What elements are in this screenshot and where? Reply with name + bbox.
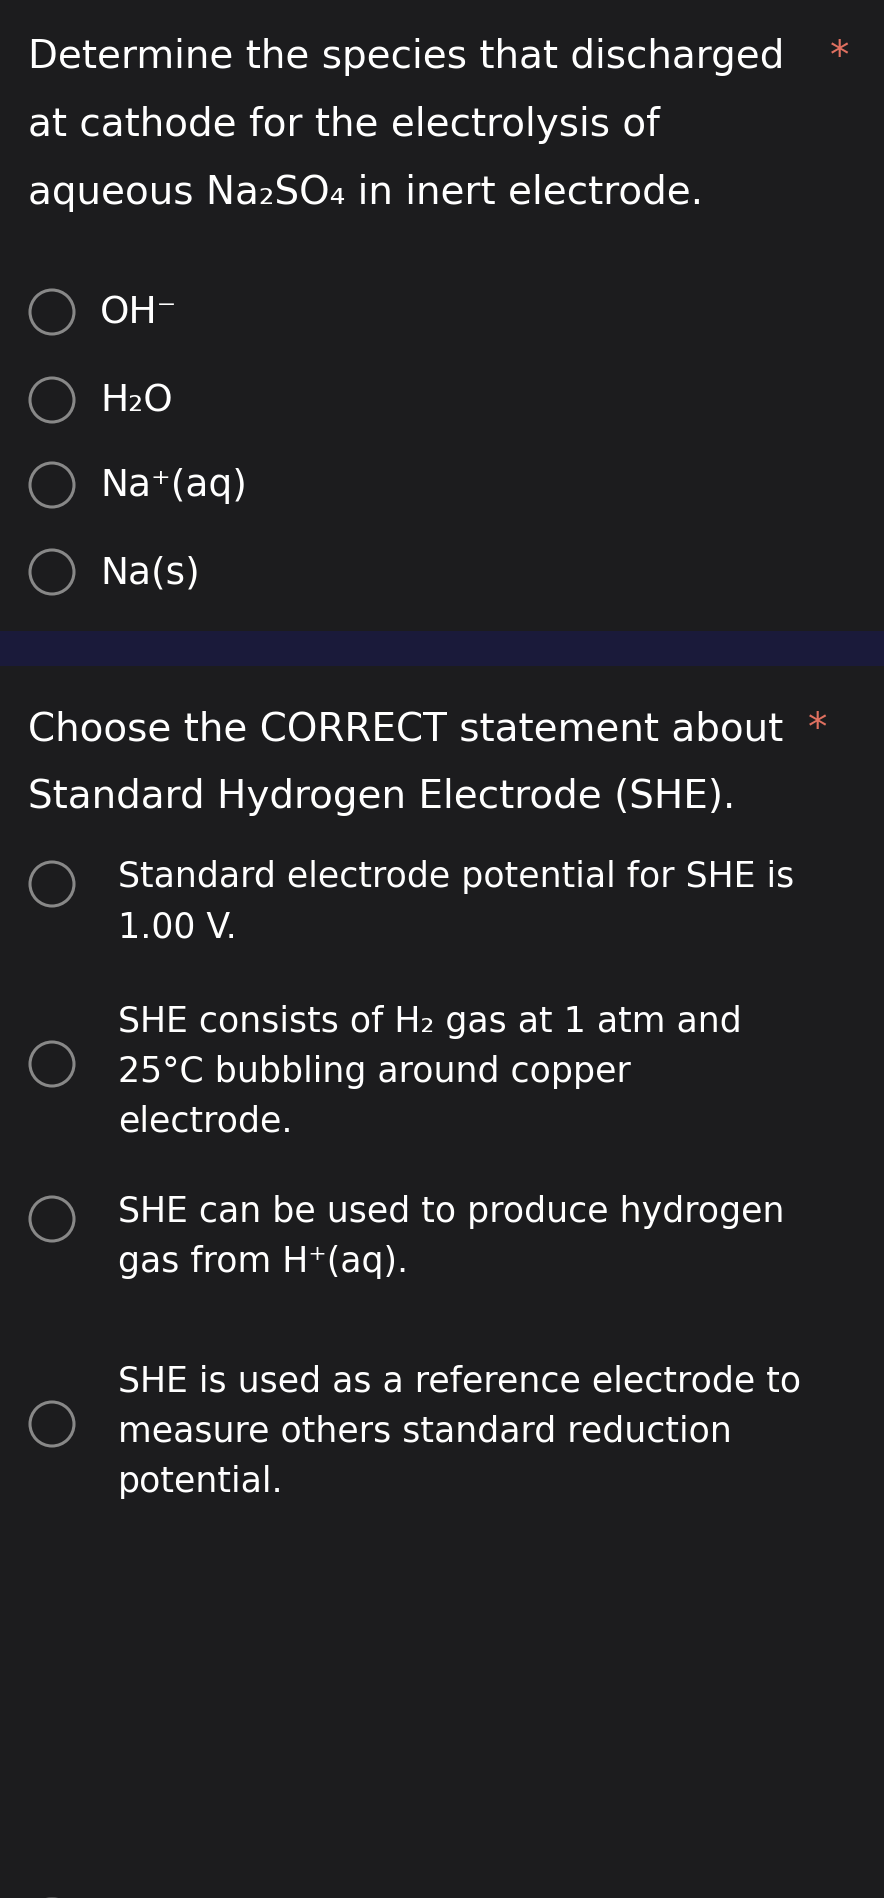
Text: *: * xyxy=(808,710,827,748)
Text: electrode.: electrode. xyxy=(118,1105,293,1139)
Text: *: * xyxy=(830,38,850,76)
Text: aqueous Na₂SO₄ in inert electrode.: aqueous Na₂SO₄ in inert electrode. xyxy=(28,175,703,213)
Text: Na(s): Na(s) xyxy=(100,554,200,590)
Text: 25°C bubbling around copper: 25°C bubbling around copper xyxy=(118,1055,631,1088)
Text: SHE consists of H₂ gas at 1 atm and: SHE consists of H₂ gas at 1 atm and xyxy=(118,1004,742,1038)
Bar xyxy=(0,632,884,666)
Text: OH⁻: OH⁻ xyxy=(100,294,178,330)
Text: 1.00 V.: 1.00 V. xyxy=(118,909,237,943)
Text: gas from H⁺(aq).: gas from H⁺(aq). xyxy=(118,1245,408,1279)
Text: measure others standard reduction: measure others standard reduction xyxy=(118,1414,732,1448)
Text: Determine the species that discharged: Determine the species that discharged xyxy=(28,38,784,76)
Text: Na⁺(aq): Na⁺(aq) xyxy=(100,467,247,503)
Text: H₂O: H₂O xyxy=(100,383,172,419)
Text: potential.: potential. xyxy=(118,1463,284,1498)
Text: SHE is used as a reference electrode to: SHE is used as a reference electrode to xyxy=(118,1365,801,1399)
Text: Choose the CORRECT statement about: Choose the CORRECT statement about xyxy=(28,710,783,748)
Text: at cathode for the electrolysis of: at cathode for the electrolysis of xyxy=(28,106,659,144)
Text: Standard Hydrogen Electrode (SHE).: Standard Hydrogen Electrode (SHE). xyxy=(28,778,735,816)
Text: Standard electrode potential for SHE is: Standard electrode potential for SHE is xyxy=(118,860,794,894)
Text: SHE can be used to produce hydrogen: SHE can be used to produce hydrogen xyxy=(118,1194,784,1228)
